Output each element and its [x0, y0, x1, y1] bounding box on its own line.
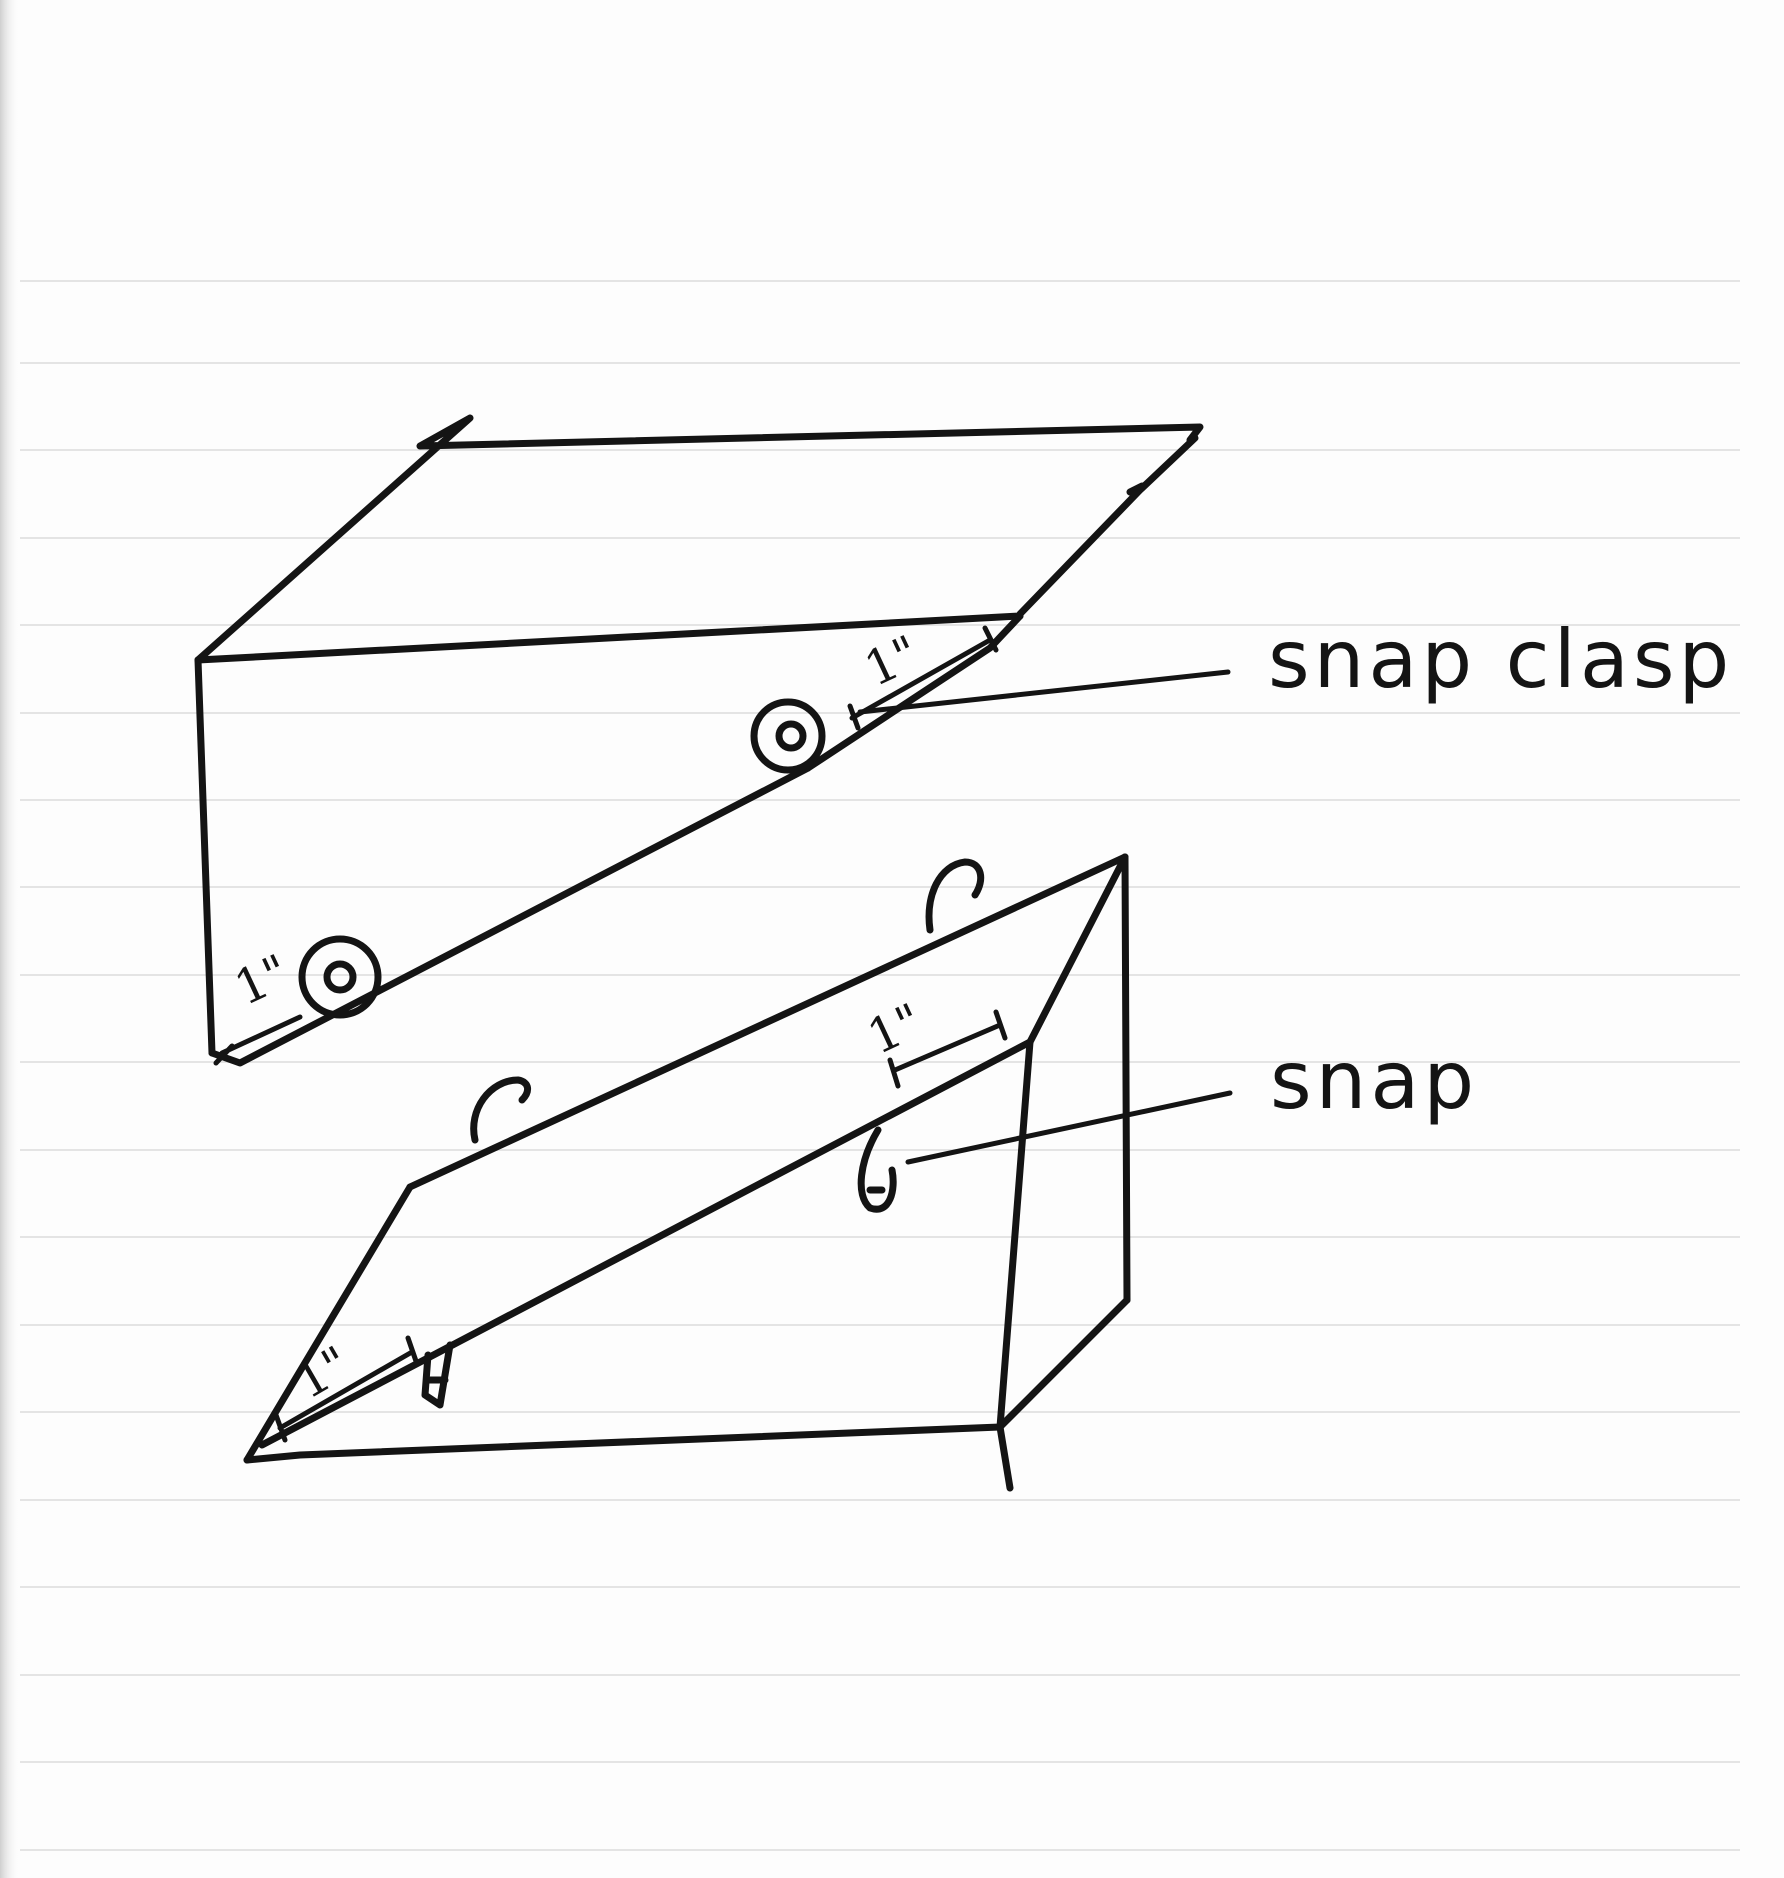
clasp-ring-outer	[750, 698, 826, 774]
snap-clasp-label: snap clasp	[1268, 613, 1733, 706]
clasp-ring-inner	[775, 720, 807, 752]
clasp-ring-inner	[323, 960, 357, 994]
base-front-slope	[258, 1038, 1034, 1449]
snap-clasp-leader	[857, 669, 1231, 715]
snap-leader	[905, 1090, 1233, 1165]
base-back-dimension-line	[887, 1009, 1008, 1089]
base-bottom-edge	[243, 1423, 1004, 1464]
lid-back-clasp	[750, 698, 826, 774]
base-back-dimension-label: 1"	[859, 993, 930, 1066]
base-left-top-edge	[243, 1183, 414, 1464]
base: 1" 1"	[243, 853, 1233, 1492]
lid-back-dimension-label: 1"	[856, 625, 927, 698]
base-back-snap-hook	[925, 858, 985, 934]
lid-right-edge	[1016, 434, 1199, 618]
base-left-snap	[421, 1341, 454, 1409]
base-left-snap-hook	[470, 1076, 531, 1144]
base-top-edge	[406, 853, 1129, 1191]
lid-back-dimension-line	[847, 625, 999, 731]
binding-shadow	[0, 0, 20, 1878]
ruled-lines	[20, 280, 1740, 1851]
base-front-snap	[857, 1126, 897, 1213]
base-right-vertical	[1121, 853, 1131, 1304]
lid-front-top-edge	[194, 612, 1024, 664]
lid-left-edge	[194, 656, 216, 1057]
lid-front-dimension-label: 1"	[226, 944, 297, 1017]
clasp-ring-outer	[298, 935, 382, 1019]
lid-diagonal-fold	[804, 612, 1024, 772]
lid-front-clasp	[298, 935, 382, 1019]
base-right-diagonal	[1026, 853, 1129, 1046]
base-right-bottom	[996, 1296, 1131, 1431]
base-front-dimension-line	[273, 1335, 420, 1443]
lid: 1" 1"	[194, 414, 1231, 1067]
snap-label: snap	[1270, 1034, 1478, 1127]
lid-front-dimension-line	[213, 1014, 303, 1066]
